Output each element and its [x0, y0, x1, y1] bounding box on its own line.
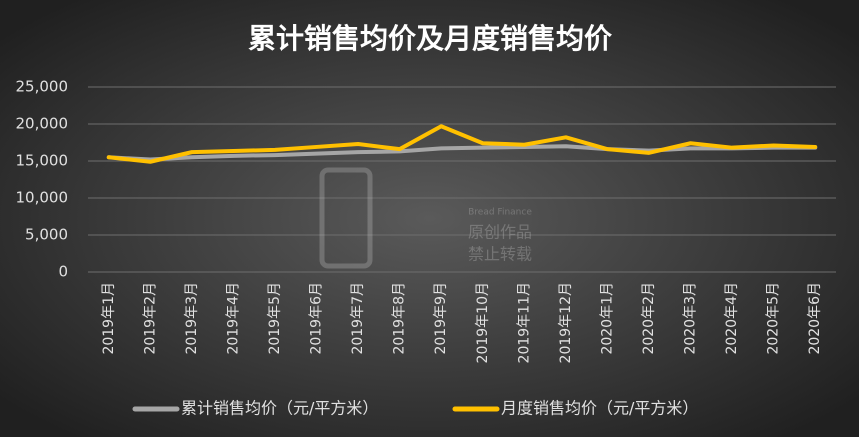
x-tick-label: 2020年6月	[807, 282, 823, 355]
series-line	[106, 124, 818, 164]
x-tick-label: 2019年7月	[350, 282, 366, 355]
x-tick-label: 2020年2月	[641, 282, 657, 355]
legend-label: 累计销售均价（元/平方米）	[181, 399, 378, 418]
y-tick-label: 5,000	[25, 226, 68, 244]
x-tick-label: 2019年2月	[142, 282, 158, 355]
x-tick-label: 2020年1月	[599, 282, 615, 355]
y-tick-label: 15,000	[16, 152, 69, 170]
watermark: Bread Finance 原创作品 禁止转载	[319, 167, 532, 269]
x-tick-label: 2019年6月	[309, 282, 325, 355]
watermark-text: 禁止转载	[468, 245, 532, 264]
series-line	[106, 144, 818, 162]
x-tick-label: 2020年4月	[724, 282, 740, 355]
x-tick-label: 2019年4月	[225, 282, 241, 355]
x-tick-label: 2019年10月	[475, 282, 491, 363]
watermark-text: 原创作品	[468, 223, 532, 242]
x-tick-label: 2019年1月	[101, 282, 117, 355]
x-tick-label: 2020年5月	[766, 282, 782, 355]
y-tick-label: 25,000	[16, 78, 69, 96]
watermark-logo	[319, 167, 373, 269]
x-tick-label: 2020年3月	[683, 282, 699, 355]
chart-title: 累计销售均价及月度销售均价	[248, 22, 613, 55]
x-tick-label: 2019年5月	[267, 282, 283, 355]
x-tick-label: 2019年11月	[516, 282, 532, 363]
y-tick-label: 0	[58, 263, 68, 281]
watermark-text: Bread Finance	[468, 208, 532, 218]
y-tick-label: 10,000	[16, 189, 69, 207]
legend-label: 月度销售均价（元/平方米）	[501, 399, 698, 418]
x-tick-label: 2019年12月	[558, 282, 574, 363]
x-tick-label: 2019年3月	[184, 282, 200, 355]
x-tick-label: 2019年8月	[392, 282, 408, 355]
x-tick-label: 2019年9月	[433, 282, 449, 355]
y-tick-label: 20,000	[16, 115, 69, 133]
